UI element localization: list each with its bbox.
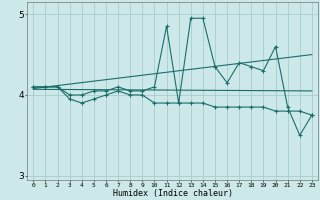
X-axis label: Humidex (Indice chaleur): Humidex (Indice chaleur) <box>113 189 233 198</box>
